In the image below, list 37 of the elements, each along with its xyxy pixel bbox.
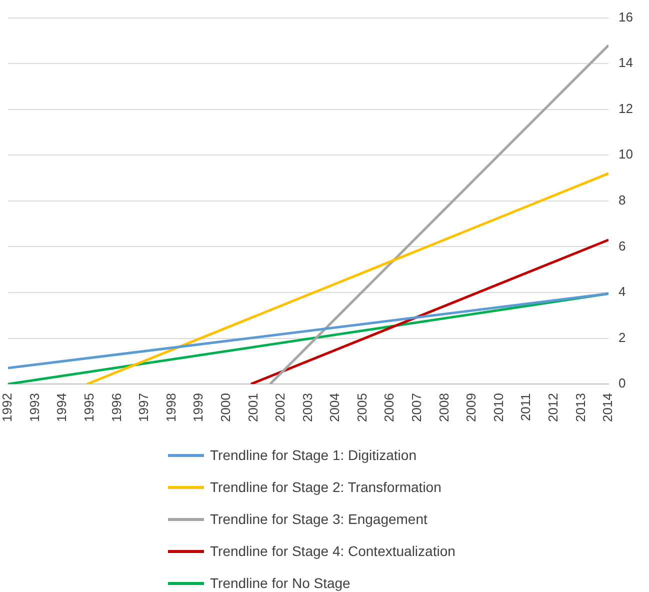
x-tick-label: 2002	[272, 393, 288, 422]
x-tick-label: 1993	[26, 393, 42, 422]
y-tick-label: 16	[618, 9, 634, 24]
x-tick-label: 2007	[409, 393, 424, 422]
x-tick-label: 1997	[136, 393, 152, 422]
x-tick-label: 2003	[300, 393, 315, 422]
y-tick-label: 0	[618, 376, 626, 391]
y-tick-label: 2	[618, 330, 626, 345]
x-tick-label: 2008	[436, 393, 452, 422]
x-tick-label: 2011	[518, 393, 534, 422]
legend-label: Trendline for Stage 4: Contextualization	[210, 543, 456, 559]
x-tick-label: 1992	[0, 393, 15, 422]
x-tick-label: 1999	[190, 393, 206, 422]
y-tick-label: 6	[618, 238, 626, 254]
legend-label: Trendline for Stage 2: Transformation	[210, 479, 442, 495]
x-tick-label: 2004	[327, 393, 342, 422]
x-tick-label: 1996	[108, 393, 124, 422]
x-tick-label: 2012	[546, 393, 561, 422]
x-tick-label: 2000	[218, 393, 233, 422]
legend-label: Trendline for No Stage	[210, 575, 350, 591]
x-tick-label: 1995	[81, 393, 96, 422]
x-tick-label: 2013	[572, 393, 588, 422]
y-tick-label: 4	[618, 284, 626, 300]
x-tick-label: 2005	[354, 393, 370, 422]
x-tick-label: 2006	[382, 393, 397, 422]
x-tick-label: 1998	[163, 393, 178, 422]
x-tick-label: 2009	[464, 393, 479, 422]
y-tick-label: 14	[618, 55, 634, 70]
y-tick-label: 8	[618, 192, 626, 208]
legend-label: Trendline for Stage 1: Digitization	[210, 447, 416, 463]
y-tick-label: 10	[618, 146, 634, 162]
legend-label: Trendline for Stage 3: Engagement	[210, 511, 428, 527]
x-tick-label: 2014	[600, 393, 616, 422]
x-tick-label: 1994	[54, 393, 70, 422]
y-tick-label: 12	[618, 100, 634, 116]
x-tick-label: 2001	[245, 393, 260, 422]
x-tick-label: 2010	[490, 393, 506, 422]
